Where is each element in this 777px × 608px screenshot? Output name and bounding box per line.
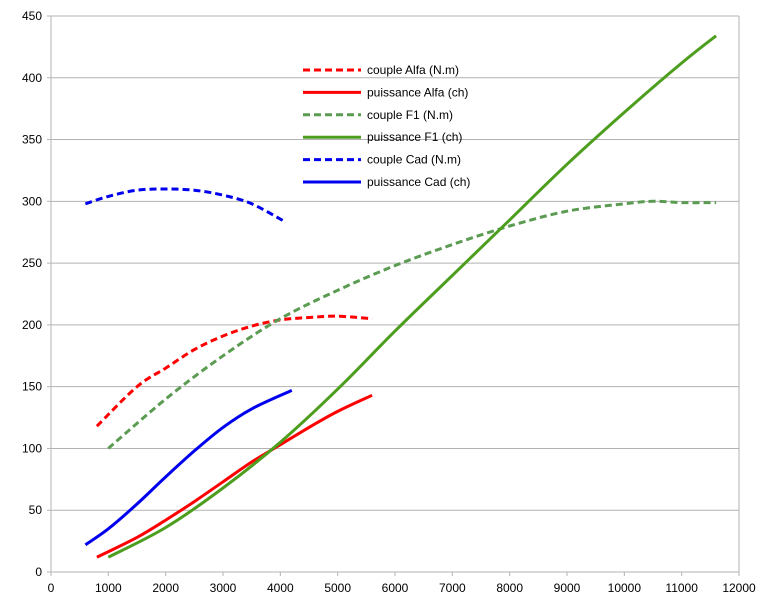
gridlines bbox=[51, 15, 739, 511]
x-tick-label: 0 bbox=[48, 581, 55, 595]
legend-label: puissance Cad (ch) bbox=[367, 175, 470, 189]
legend: couple Alfa (N.m) puissance Alfa (ch) coup… bbox=[303, 63, 470, 189]
y-tick-label: 300 bbox=[22, 194, 42, 208]
x-tick-label: 5000 bbox=[324, 581, 351, 595]
y-tick-label: 0 bbox=[35, 565, 42, 579]
y-tick-label: 150 bbox=[22, 380, 42, 394]
series-line-couple-alfa-n-m bbox=[95, 314, 373, 428]
axes bbox=[47, 15, 740, 576]
x-tick-label: 6000 bbox=[382, 581, 409, 595]
y-tick-label: 50 bbox=[29, 503, 43, 517]
x-tick-label: 1000 bbox=[95, 581, 122, 595]
x-tick-label: 3000 bbox=[210, 581, 237, 595]
legend-label: couple Alfa (N.m) bbox=[367, 63, 459, 77]
y-tick-label: 250 bbox=[22, 256, 42, 270]
y-tick-label: 400 bbox=[22, 71, 42, 85]
legend-label: couple Cad (N.m) bbox=[367, 153, 461, 167]
x-tick-label: 12000 bbox=[722, 581, 756, 595]
x-tick-label: 2000 bbox=[152, 581, 179, 595]
x-tick-labels: 0 1000 2000 3000 4000 5000 6000 7000 8000 9000 100… bbox=[48, 581, 756, 595]
series-line-puissance-alfa-ch bbox=[96, 393, 373, 559]
x-tick-label: 4000 bbox=[267, 581, 294, 595]
x-tick-label: 9000 bbox=[554, 581, 581, 595]
y-tick-label: 100 bbox=[22, 441, 42, 455]
legend-label: puissance F1 (ch) bbox=[367, 130, 462, 144]
plot-area bbox=[51, 16, 739, 572]
y-tick-label: 200 bbox=[22, 318, 42, 332]
series-line-puissance-f1-ch bbox=[107, 34, 718, 559]
x-tick-label: 8000 bbox=[496, 581, 523, 595]
y-tick-label: 450 bbox=[22, 9, 42, 23]
x-tick-label: 7000 bbox=[439, 581, 466, 595]
legend-label: puissance Alfa (ch) bbox=[367, 85, 468, 99]
series-line-puissance-cad-ch bbox=[84, 389, 293, 547]
series-line-couple-f1-n-m bbox=[107, 199, 717, 450]
y-tick-label: 350 bbox=[22, 133, 42, 147]
x-tick-label: 11000 bbox=[665, 581, 698, 595]
y-tick-labels: 0 50 100 150 200 250 300 350 400 450 bbox=[22, 9, 42, 579]
series-line-couple-cad-n-m bbox=[84, 187, 287, 224]
series-lines bbox=[84, 34, 718, 559]
legend-label: couple F1 (N.m) bbox=[367, 108, 453, 122]
x-tick-label: 10000 bbox=[608, 581, 642, 595]
